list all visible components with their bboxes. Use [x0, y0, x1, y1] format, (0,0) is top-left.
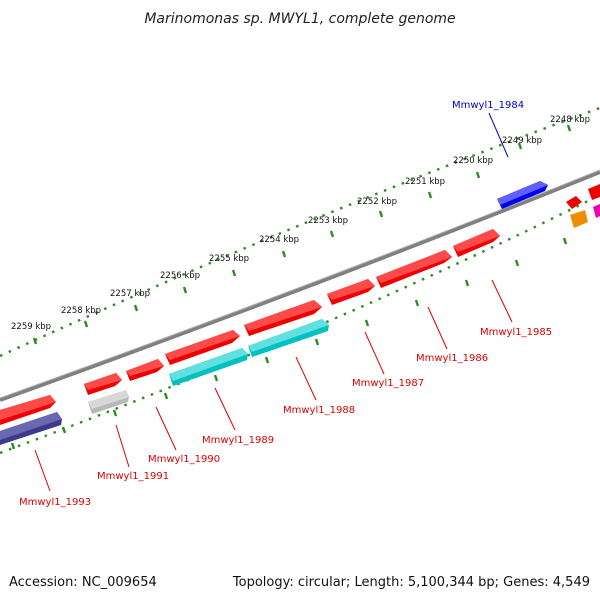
tick-2250: [475, 171, 481, 179]
gene-arrow-1991-highlight: [88, 390, 129, 409]
inner-tick: [514, 259, 520, 267]
scale-label-2255: 2255 kbp: [209, 254, 249, 264]
scale-label-2259: 2259 kbp: [11, 322, 51, 332]
scale-label-2256: 2256 kbp: [160, 271, 200, 281]
genome-backbone: [0, 170, 600, 402]
inner-tick: [414, 299, 420, 307]
leader-1988: [295, 356, 317, 401]
gene-arrow-red-long-highlight: [244, 300, 322, 331]
scale-major-ticks: [32, 124, 572, 345]
gene-label-1988[interactable]: Mmwyl1_1988: [283, 405, 355, 416]
leader-1991: [115, 424, 130, 468]
scale-label-2250: 2250 kbp: [453, 156, 493, 166]
tick-2257: [133, 304, 139, 312]
inner-tick: [112, 409, 118, 417]
tick-2259: [32, 337, 38, 345]
tick-2251: [427, 191, 433, 199]
inner-tick: [10, 442, 16, 450]
inner-tick: [264, 356, 270, 364]
scale-label-2249: 2249 kbp: [502, 136, 542, 146]
inner-tick: [61, 426, 67, 434]
scale-label-2251: 2251 kbp: [405, 177, 445, 187]
leader-1984: [488, 112, 509, 158]
leader-1993: [34, 449, 51, 492]
gene-arrow-magenta[interactable]: [593, 204, 600, 218]
tick-2256: [182, 286, 188, 294]
gene-arrow-1989-highlight: [169, 348, 248, 381]
tick-2248: [566, 124, 572, 132]
gene-label-1984[interactable]: Mmwyl1_1984: [452, 100, 524, 111]
inner-tick: [213, 374, 219, 382]
map-title: Marinomonas sp. MWYL1, complete genome: [144, 11, 455, 27]
scale-label-2254: 2254 kbp: [259, 235, 299, 245]
scale-label-2258: 2258 kbp: [61, 306, 101, 316]
gene-arrow-red-left-highlight: [0, 395, 56, 420]
leader-1987: [364, 331, 385, 375]
inner-tick: [364, 319, 370, 327]
gene-label-1986[interactable]: Mmwyl1_1986: [416, 353, 488, 364]
accession-text: Accession: NC_009654: [9, 575, 157, 590]
gene-arrow-red-edge[interactable]: [588, 184, 600, 200]
leader-1989: [214, 387, 236, 431]
gene-arrow-1985-highlight: [453, 229, 500, 252]
gene-label-1990[interactable]: Mmwyl1_1990: [148, 454, 220, 465]
inner-arc-ticks: [10, 237, 568, 450]
leader-1986: [427, 306, 448, 350]
inner-tick: [163, 392, 169, 400]
gene-leader-lines: [34, 112, 513, 492]
tick-2258: [83, 320, 89, 328]
tick-2254: [281, 250, 287, 258]
gene-label-1989[interactable]: Mmwyl1_1989: [202, 435, 274, 446]
inner-tick: [562, 237, 568, 245]
tick-2253: [329, 230, 335, 238]
leader-1990: [155, 406, 177, 451]
genome-summary-text: Topology: circular; Length: 5,100,344 bp…: [232, 575, 590, 590]
gene-arrow-1987-highlight: [327, 279, 375, 300]
leader-1985: [491, 279, 513, 323]
gene-arrow-red-small-highlight: [84, 373, 122, 390]
gene-label-1985[interactable]: Mmwyl1_1985: [480, 327, 552, 338]
gene-arrow-small-red[interactable]: [566, 196, 582, 209]
scale-label-2248: 2248 kbp: [550, 115, 590, 125]
tick-2252: [378, 210, 384, 218]
gene-label-1991[interactable]: Mmwyl1_1991: [97, 471, 169, 482]
tick-2249: [517, 142, 523, 150]
inner-tick: [464, 279, 470, 287]
gene-labels: Mmwyl1_1984 Mmwyl1_1985 Mmwyl1_1986 Mmwy…: [19, 100, 552, 508]
gene-arrow-1988-highlight: [248, 319, 329, 352]
scale-label-2252: 2252 kbp: [357, 197, 397, 207]
reverse-strand-genes: [497, 181, 600, 209]
scale-label-2253: 2253 kbp: [308, 216, 348, 226]
scale-label-2257: 2257 kbp: [110, 289, 150, 299]
genome-backbone-highlight: [0, 169, 600, 399]
gene-arrow-1986-highlight: [376, 250, 452, 283]
gene-arrow-1984-highlight: [497, 181, 548, 205]
gene-arrow-red-mid-highlight: [165, 330, 240, 360]
inner-tick: [314, 338, 320, 346]
gene-arrow-orange[interactable]: [570, 210, 588, 228]
gene-label-1993[interactable]: Mmwyl1_1993: [19, 497, 91, 508]
scale-labels: 2248 kbp 2249 kbp 2250 kbp 2251 kbp 2252…: [11, 115, 590, 332]
gene-arrow-1990-highlight: [126, 359, 164, 376]
tick-2255: [231, 269, 237, 277]
gene-label-1987[interactable]: Mmwyl1_1987: [352, 378, 424, 389]
forward-strand-genes: [0, 196, 600, 445]
gene-arrow-1993-highlight: [0, 412, 62, 440]
